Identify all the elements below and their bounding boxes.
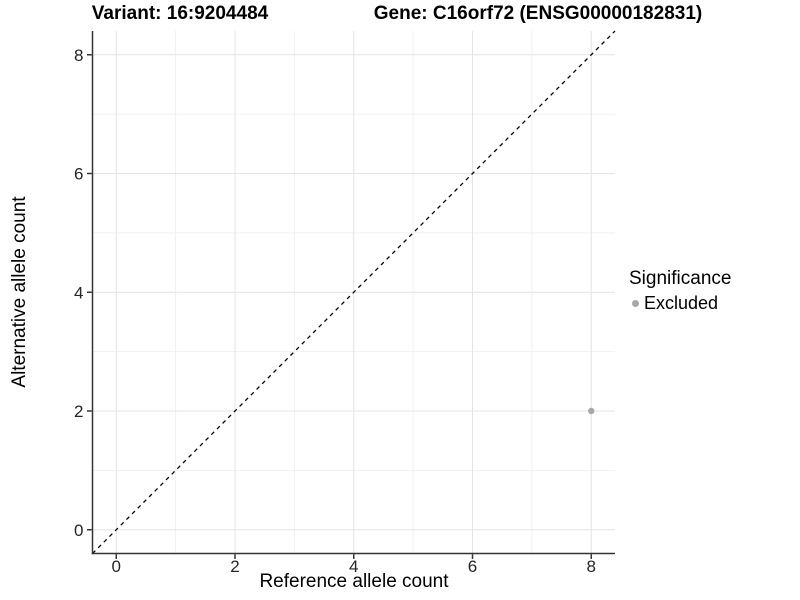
legend-title: Significance xyxy=(629,268,732,289)
excluded-point-icon xyxy=(632,300,639,307)
x-axis-title: Reference allele count xyxy=(259,571,449,592)
identity-dashed-line xyxy=(92,30,616,554)
variant-title: Variant: 16:9204484 xyxy=(91,3,269,24)
legend-entry-label: Excluded xyxy=(644,293,719,313)
y-tick-label: 0 xyxy=(74,521,83,540)
x-tick-label: 8 xyxy=(587,557,596,576)
x-tick-label: 0 xyxy=(112,557,121,576)
legend: Significance Excluded xyxy=(629,268,731,314)
y-tick-label: 2 xyxy=(74,402,83,421)
data-point xyxy=(588,407,595,415)
y-tick-label: 6 xyxy=(74,165,83,184)
legend-entry-excluded: Excluded xyxy=(632,293,731,314)
x-tick-label: 2 xyxy=(230,557,239,576)
x-tick-label: 4 xyxy=(349,557,358,576)
y-axis-title: Alternative allele count xyxy=(9,196,30,388)
x-tick-label: 6 xyxy=(468,557,477,576)
gene-title: Gene: C16orf72 (ENSG00000182831) xyxy=(373,3,703,24)
y-tick-label: 8 xyxy=(74,46,83,65)
y-tick-label: 4 xyxy=(74,283,83,302)
